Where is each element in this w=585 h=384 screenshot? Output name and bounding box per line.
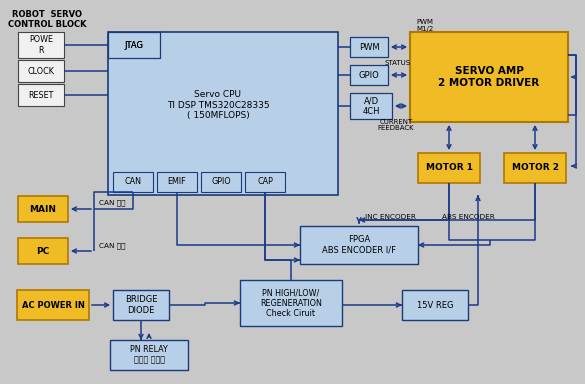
Text: PN RELAY
（전원 제어）: PN RELAY （전원 제어）: [130, 345, 168, 365]
Text: INC ENCODER: INC ENCODER: [364, 214, 415, 220]
Text: PWM: PWM: [359, 43, 379, 51]
Text: AC POWER IN: AC POWER IN: [22, 301, 84, 310]
Bar: [108, 32, 160, 58]
Text: GPIO: GPIO: [359, 71, 380, 79]
Text: GPIO: GPIO: [211, 177, 231, 187]
Text: JTAG: JTAG: [125, 40, 143, 50]
Text: EMIF: EMIF: [168, 177, 186, 187]
Text: ABS ENCODER: ABS ENCODER: [442, 214, 494, 220]
Bar: [350, 65, 388, 85]
Bar: [157, 172, 197, 192]
Bar: [17, 290, 89, 320]
Bar: [18, 32, 64, 58]
Text: CAN 통신: CAN 통신: [99, 200, 125, 206]
Text: 15V REG: 15V REG: [417, 301, 453, 310]
Bar: [18, 84, 64, 106]
Bar: [504, 153, 566, 183]
Text: SERVO AMP
2 MOTOR DRIVER: SERVO AMP 2 MOTOR DRIVER: [438, 66, 539, 88]
Text: CAP: CAP: [257, 177, 273, 187]
Text: MAIN: MAIN: [29, 205, 57, 214]
Text: A/D
4CH: A/D 4CH: [362, 96, 380, 116]
Text: STATUS: STATUS: [385, 60, 411, 66]
Bar: [108, 32, 338, 195]
Bar: [113, 172, 153, 192]
Text: Servo CPU
TI DSP TMS320C28335
( 150MFLOPS): Servo CPU TI DSP TMS320C28335 ( 150MFLOP…: [167, 90, 269, 120]
Bar: [350, 37, 388, 57]
Bar: [300, 226, 418, 264]
Text: CAN: CAN: [125, 177, 142, 187]
Bar: [410, 32, 568, 122]
Bar: [245, 172, 285, 192]
Bar: [110, 340, 188, 370]
Bar: [108, 32, 160, 58]
Bar: [18, 196, 68, 222]
Text: CURRENT
FEEDBACK: CURRENT FEEDBACK: [378, 119, 414, 131]
Text: JTAG: JTAG: [125, 40, 143, 50]
Text: PN HIGH/LOW/
REGENERATION
Check Ciruit: PN HIGH/LOW/ REGENERATION Check Ciruit: [260, 288, 322, 318]
Text: BRIDGE
DIODE: BRIDGE DIODE: [125, 295, 157, 315]
Bar: [18, 60, 64, 82]
Bar: [113, 290, 169, 320]
Bar: [240, 280, 342, 326]
Text: RESET: RESET: [28, 91, 54, 99]
Text: PWM
M1/2: PWM M1/2: [417, 19, 433, 32]
Text: MOTOR 2: MOTOR 2: [511, 164, 559, 172]
Text: CLOCK: CLOCK: [27, 66, 54, 76]
Bar: [201, 172, 241, 192]
Bar: [18, 238, 68, 264]
Text: ROBOT  SERVO
CONTROL BLOCK: ROBOT SERVO CONTROL BLOCK: [8, 10, 87, 30]
Text: CAN 통신: CAN 통신: [99, 243, 125, 249]
Text: MOTOR 1: MOTOR 1: [425, 164, 473, 172]
Text: PC: PC: [36, 247, 50, 255]
Text: POWE
R: POWE R: [29, 35, 53, 55]
Text: FPGA
ABS ENCODER I/F: FPGA ABS ENCODER I/F: [322, 235, 396, 255]
Bar: [350, 93, 392, 119]
Bar: [418, 153, 480, 183]
Bar: [402, 290, 468, 320]
